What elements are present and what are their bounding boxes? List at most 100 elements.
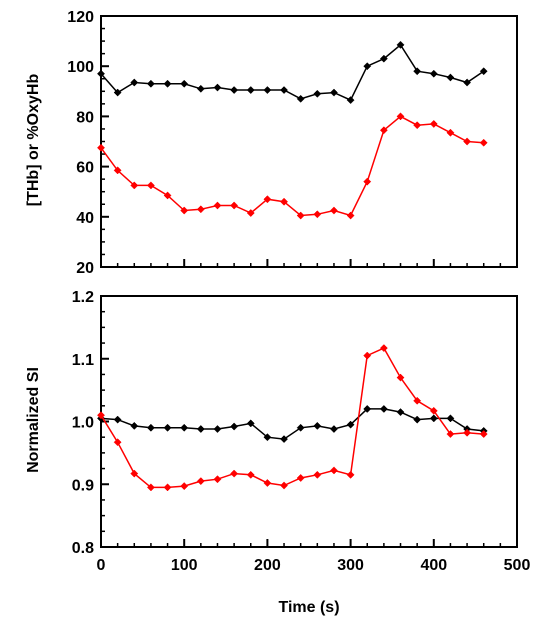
data-point-black [113, 415, 122, 424]
data-point-red [130, 181, 139, 190]
y-tick-label: 1.1 [72, 352, 94, 369]
data-point-red [213, 475, 222, 484]
data-point-black [146, 79, 155, 88]
data-point-red [146, 483, 155, 492]
data-point-black [379, 404, 388, 413]
data-point-black [363, 404, 372, 413]
data-point-black [330, 88, 338, 97]
y-tick-label: 100 [67, 59, 94, 76]
data-point-red [163, 191, 172, 200]
data-point-red [246, 470, 255, 479]
data-point-black [130, 421, 139, 430]
data-point-red [379, 126, 388, 135]
data-point-red [130, 469, 139, 478]
data-point-red [463, 137, 472, 146]
data-point-black [97, 69, 105, 78]
y-tick-label: 1.2 [72, 289, 94, 306]
data-point-red [196, 205, 205, 214]
data-point-red [263, 195, 272, 204]
data-point-red [196, 477, 205, 486]
y-axis-title-normalized-si: Normalized SI [25, 367, 42, 473]
top-panel-thb-oxyhb: 20 40 60 80 100 120 [67, 9, 518, 277]
data-point-red [230, 201, 239, 210]
y-tick-label: 0.9 [72, 477, 94, 494]
data-point-red [446, 128, 455, 137]
data-point-red [346, 211, 355, 220]
data-point-red [280, 197, 288, 206]
data-point-red [330, 206, 338, 215]
data-point-black [196, 84, 205, 93]
data-point-black [146, 423, 155, 432]
data-point-black [296, 423, 305, 432]
data-point-red [146, 181, 155, 190]
data-point-black [196, 425, 205, 433]
series-line-red [100, 115, 484, 217]
data-point-black [280, 86, 288, 94]
data-point-black [413, 415, 422, 424]
data-point-red [446, 430, 455, 439]
data-point-black [180, 423, 189, 432]
data-point-red [213, 201, 222, 210]
data-point-black [463, 78, 472, 87]
x-tick-label: 400 [420, 557, 447, 574]
data-point-red [429, 406, 438, 415]
data-point-black [313, 89, 322, 98]
x-tick-label: 500 [504, 557, 531, 574]
data-point-red [180, 482, 189, 491]
y-tick-label: 0.8 [72, 540, 94, 557]
data-point-black [479, 67, 488, 76]
data-point-black [396, 408, 405, 417]
data-point-red [97, 411, 105, 420]
data-point-black [446, 414, 455, 423]
data-point-black [296, 94, 305, 103]
data-point-black [280, 435, 288, 444]
data-point-red [113, 166, 122, 175]
data-point-black [246, 419, 255, 428]
y-tick-label: 1.0 [72, 415, 94, 432]
data-point-black [113, 88, 122, 97]
data-point-red [313, 470, 322, 479]
data-point-black [163, 79, 172, 88]
x-tick-label: 0 [97, 557, 106, 574]
data-point-black [429, 414, 438, 423]
data-point-black [230, 86, 239, 94]
data-point-black [130, 78, 139, 87]
x-tick-label: 200 [254, 557, 281, 574]
data-point-black [363, 62, 372, 71]
data-point-black [263, 433, 272, 442]
data-point-red [263, 479, 272, 487]
data-point-black [246, 86, 255, 94]
data-point-black [230, 422, 239, 431]
data-point-black [213, 83, 222, 92]
data-point-red [246, 209, 255, 217]
data-point-red [113, 438, 122, 447]
data-point-black [413, 67, 422, 76]
data-point-red [346, 470, 355, 479]
data-point-red [479, 430, 488, 439]
data-point-red [180, 206, 189, 215]
data-point-red [363, 351, 372, 360]
data-point-black [163, 423, 172, 432]
data-point-red [396, 373, 405, 382]
x-axis-title-time: Time (s) [278, 599, 339, 616]
y-tick-label: 40 [76, 210, 94, 227]
data-point-red [97, 143, 105, 152]
data-point-red [396, 112, 405, 121]
x-tick-label: 300 [337, 557, 364, 574]
data-point-red [330, 466, 338, 475]
data-point-black [346, 420, 355, 429]
data-point-red [429, 119, 438, 128]
y-tick-label: 80 [76, 109, 94, 126]
x-tick-label: 100 [171, 557, 198, 574]
data-point-black [396, 40, 405, 49]
y-tick-label: 60 [76, 160, 94, 177]
data-point-black [429, 69, 438, 78]
data-point-black [213, 425, 222, 433]
data-point-red [296, 474, 305, 482]
series-line-black [100, 408, 484, 440]
data-point-black [446, 73, 455, 82]
series-line-black [100, 43, 485, 102]
data-point-red [230, 469, 239, 478]
bottom-panel-normalized-si: 0.8 0.9 1.0 1.1 1.2 0 100 200 300 400 500 [72, 289, 531, 574]
data-point-red [163, 483, 172, 492]
